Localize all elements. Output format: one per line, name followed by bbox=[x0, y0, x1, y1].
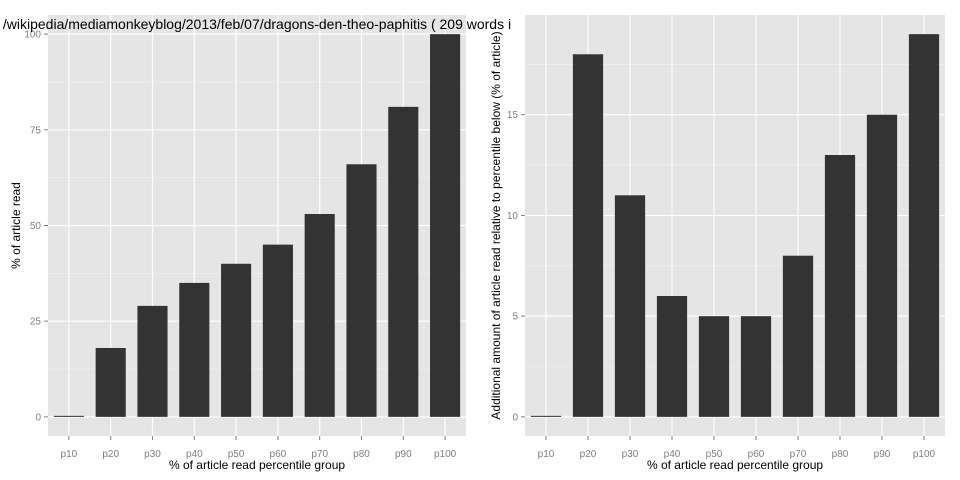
x-tick-label: p40 bbox=[664, 449, 681, 460]
bar-p70 bbox=[304, 214, 335, 417]
y-tick-label: 5 bbox=[512, 312, 518, 323]
bar-p100 bbox=[908, 34, 940, 417]
right-chart: 0 5 10 15 p10 p20 p30 p40 p50 p60 p70 p80 p90 p100 % o… bbox=[489, 15, 945, 472]
bar-p90 bbox=[866, 114, 898, 417]
x-tick-label: p40 bbox=[186, 449, 203, 460]
bar-p30 bbox=[137, 305, 168, 417]
bar-p20 bbox=[95, 347, 126, 417]
y-tick-label: 75 bbox=[30, 125, 42, 136]
y-tick-label: 100 bbox=[24, 30, 41, 41]
x-tick-label: p20 bbox=[580, 449, 597, 460]
bar-p70 bbox=[782, 255, 814, 417]
x-tick-label: p80 bbox=[832, 449, 849, 460]
bar-p40 bbox=[656, 296, 688, 417]
x-tick-label: p60 bbox=[748, 449, 765, 460]
y-tick-label: 10 bbox=[507, 211, 519, 222]
x-tick-label: p30 bbox=[622, 449, 639, 460]
x-tick-label: p20 bbox=[102, 449, 119, 460]
x-tick-label: p60 bbox=[270, 449, 287, 460]
x-tick-label: p70 bbox=[311, 449, 328, 460]
x-tick-label: p10 bbox=[61, 449, 78, 460]
bar-p40 bbox=[179, 282, 210, 417]
chart-title: /wikipedia/mediamonkeyblog/2013/feb/07/d… bbox=[3, 16, 511, 32]
y-axis-title: Additional amount of article read relati… bbox=[489, 31, 503, 419]
y-axis-title: % of article read bbox=[9, 182, 23, 269]
bar-p60 bbox=[740, 316, 772, 417]
x-tick-label: p30 bbox=[144, 449, 161, 460]
left-chart: 0 25 50 75 100 p10 p20 p30 p40 p50 p60 p70 p80 p90 p10… bbox=[3, 15, 511, 472]
x-axis-title: % of article read percentile group bbox=[647, 458, 823, 472]
y-tick-label: 0 bbox=[35, 412, 41, 423]
bar-p30 bbox=[614, 195, 646, 417]
x-tick-label: p70 bbox=[790, 449, 807, 460]
x-tick-label: p10 bbox=[538, 449, 555, 460]
bar-p50 bbox=[221, 263, 252, 417]
x-tick-label: p100 bbox=[913, 449, 936, 460]
bar-p60 bbox=[262, 244, 293, 417]
bar-p100 bbox=[430, 34, 461, 417]
y-tick-label: 15 bbox=[507, 110, 519, 121]
y-tick-label: 25 bbox=[30, 317, 42, 328]
x-axis-title: % of article read percentile group bbox=[169, 458, 345, 472]
bar-p90 bbox=[388, 106, 419, 417]
x-tick-label: p80 bbox=[353, 449, 370, 460]
bar-p10 bbox=[53, 415, 84, 417]
bar-p10 bbox=[530, 415, 562, 417]
y-tick-label: 50 bbox=[30, 221, 42, 232]
x-tick-label: p50 bbox=[228, 449, 245, 460]
bar-p20 bbox=[572, 54, 604, 417]
bar-p80 bbox=[824, 154, 856, 417]
bar-p50 bbox=[698, 316, 730, 417]
x-tick-label: p90 bbox=[395, 449, 412, 460]
x-tick-label: p50 bbox=[706, 449, 723, 460]
x-tick-label: p90 bbox=[874, 449, 891, 460]
y-tick-label: 0 bbox=[512, 412, 518, 423]
bar-p80 bbox=[346, 164, 377, 417]
x-tick-label: p100 bbox=[434, 449, 457, 460]
